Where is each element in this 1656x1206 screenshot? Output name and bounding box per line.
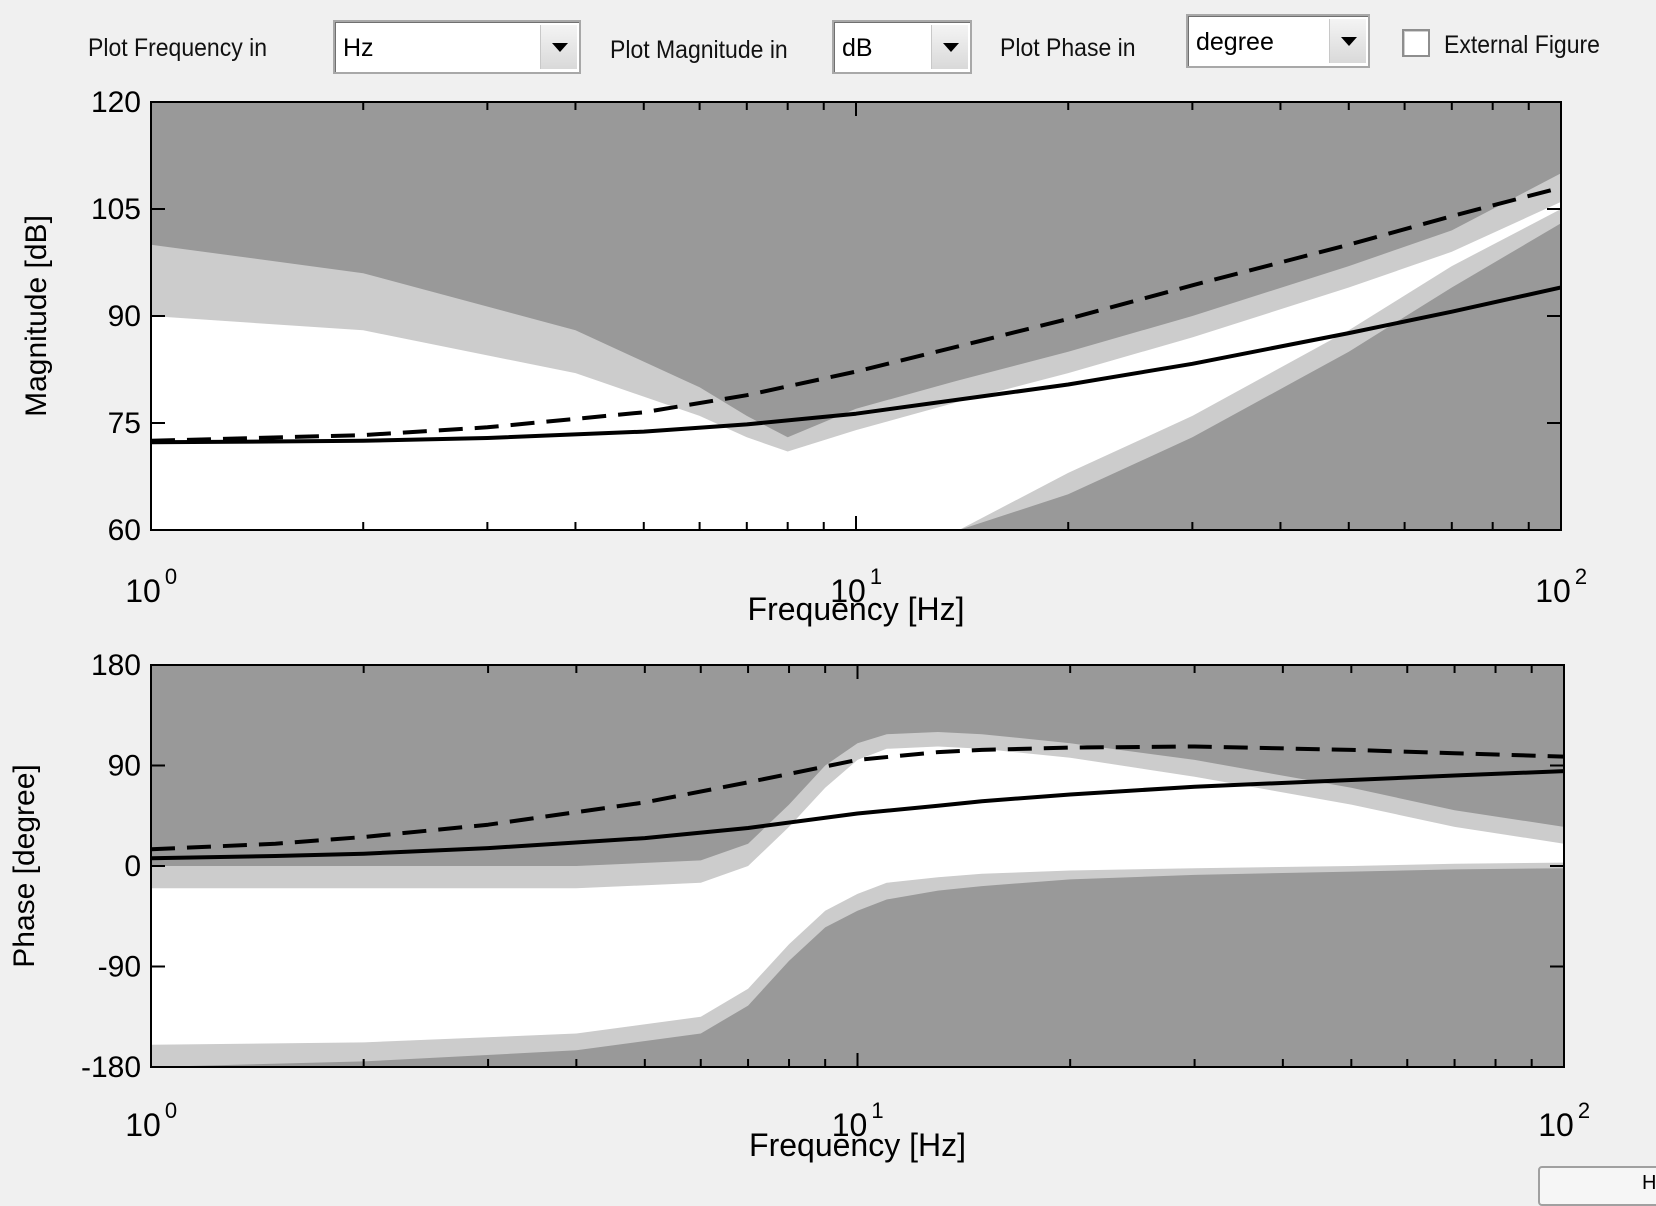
frequency-unit-value: Hz — [343, 34, 374, 62]
x-tick-label: 10 — [1535, 573, 1571, 609]
y-tick-label: 90 — [108, 750, 141, 783]
y-tick-label: 0 — [124, 850, 141, 883]
phase-unit-value: degree — [1196, 28, 1274, 56]
phase-unit-label: Plot Phase in — [1000, 34, 1136, 62]
frequency-unit-select[interactable]: Hz — [333, 20, 581, 74]
x-tick-label-exponent: 1 — [870, 564, 882, 589]
magnitude-x-axis-label: Frequency [Hz] — [748, 591, 965, 627]
chevron-down-icon — [943, 43, 959, 52]
chevron-down-icon — [1341, 37, 1357, 46]
external-figure-checkbox[interactable] — [1402, 29, 1430, 57]
y-tick-label: -90 — [98, 951, 141, 984]
magnitude-unit-value: dB — [842, 34, 873, 62]
phase-y-axis-label: Phase [degree] — [8, 764, 41, 967]
x-tick-label-exponent: 0 — [165, 564, 177, 589]
magnitude-series-dashed-line — [151, 185, 1561, 443]
phase-series-dashed-line — [151, 744, 1564, 852]
help-button[interactable]: H — [1538, 1166, 1656, 1206]
y-tick-label: 90 — [108, 300, 141, 333]
x-tick-label-exponent: 2 — [1575, 564, 1587, 589]
x-tick-label-exponent: 1 — [871, 1098, 883, 1123]
phase-x-axis-label: Frequency [Hz] — [749, 1127, 966, 1163]
magnitude-unit-label: Plot Magnitude in — [610, 36, 788, 64]
x-tick-label: 10 — [125, 1107, 161, 1143]
chevron-down-icon — [552, 43, 568, 52]
magnitude-unit-select[interactable]: dB — [832, 20, 972, 74]
help-button-label: H — [1642, 1172, 1656, 1194]
y-tick-label: 75 — [108, 407, 141, 440]
y-tick-label: 120 — [91, 86, 141, 119]
y-tick-label: 180 — [91, 649, 141, 682]
x-tick-label: 10 — [1538, 1107, 1574, 1143]
magnitude-series-solid-line — [151, 285, 1561, 445]
frequency-dropdown-button[interactable] — [540, 25, 577, 69]
magnitude-dropdown-button[interactable] — [931, 25, 968, 69]
magnitude-uncertainty-band-inner — [151, 201, 1561, 530]
phase-unit-select[interactable]: degree — [1186, 14, 1370, 68]
x-tick-label-exponent: 2 — [1578, 1098, 1590, 1123]
external-figure-label: External Figure — [1444, 31, 1600, 59]
x-tick-label: 10 — [125, 573, 161, 609]
y-tick-label: 60 — [108, 514, 141, 547]
phase-series-solid-line — [151, 769, 1564, 861]
x-tick-label: 10 — [830, 573, 866, 609]
x-tick-label: 10 — [832, 1107, 868, 1143]
magnitude-y-axis-label: Magnitude [dB] — [20, 215, 53, 417]
y-tick-label: -180 — [81, 1051, 141, 1084]
frequency-unit-label: Plot Frequency in — [88, 34, 267, 62]
y-tick-label: 105 — [91, 193, 141, 226]
x-tick-label-exponent: 0 — [165, 1098, 177, 1123]
phase-uncertainty-band-inner — [151, 746, 1564, 1045]
phase-dropdown-button[interactable] — [1329, 19, 1366, 63]
